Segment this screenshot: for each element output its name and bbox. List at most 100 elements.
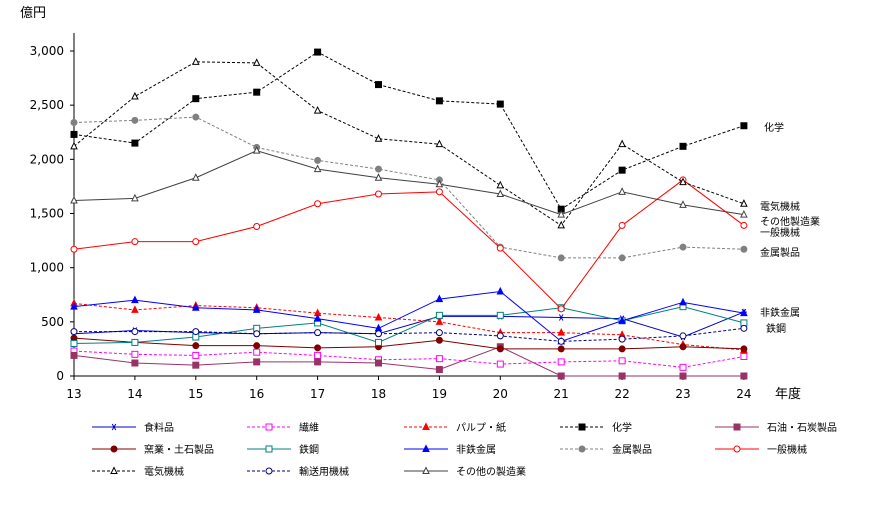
legend-label: 繊維: [299, 421, 319, 434]
data-point: [131, 328, 139, 336]
series-end-label: 一般機械: [760, 226, 800, 239]
x-tick-label: 17: [310, 387, 325, 401]
data-point: [496, 360, 504, 368]
data-point: [191, 303, 200, 311]
data-point: [131, 91, 139, 100]
x-tick-label: 24: [736, 387, 751, 401]
legend-item: 非鉄金属: [404, 443, 496, 456]
data-point: [191, 57, 200, 65]
data-point: [435, 329, 443, 337]
data-point: [375, 81, 382, 89]
series-line: [73, 350, 744, 368]
data-point: [314, 48, 322, 56]
series-9: [70, 113, 748, 262]
data-point: [618, 139, 626, 148]
x-tick-label: 18: [371, 387, 386, 401]
data-point: [557, 254, 565, 262]
data-point: [192, 361, 200, 369]
data-point: [618, 357, 626, 365]
y-tick-label: 3,000: [30, 44, 64, 58]
legend-label: 窯業・土石製品: [144, 443, 214, 456]
data-point: [435, 355, 443, 363]
data-point: [192, 113, 200, 121]
data-point: [314, 156, 322, 164]
data-point: [557, 328, 566, 336]
legend-label: 非鉄金属: [456, 443, 496, 456]
series-7: [70, 303, 748, 347]
series-line: [73, 290, 744, 342]
data-point: [313, 164, 322, 173]
legend-marker: [578, 423, 586, 431]
data-point: [618, 254, 626, 262]
legend-label: その他の製造業: [456, 465, 526, 478]
data-point: [253, 358, 261, 366]
series-line: [74, 327, 744, 342]
legend-item: その他の製造業: [404, 465, 526, 478]
data-point: [618, 345, 626, 353]
series-layer: [70, 48, 748, 380]
data-point: [618, 187, 626, 195]
data-point: [314, 351, 322, 359]
data-point: [252, 146, 261, 154]
y-tick-label: 1,000: [30, 261, 64, 275]
data-point: [70, 195, 78, 204]
series-5: [70, 343, 748, 380]
data-point: [496, 180, 505, 189]
legend-label: 食料品: [144, 421, 174, 434]
data-point: [618, 372, 626, 380]
data-point: [374, 173, 383, 181]
series-12: [70, 324, 748, 345]
data-point: [496, 286, 505, 295]
legend-marker: [265, 423, 273, 431]
series-13: [70, 146, 748, 218]
data-point: [740, 221, 748, 229]
data-point: [253, 348, 261, 356]
legend-marker: [422, 422, 430, 430]
data-point: [70, 130, 78, 138]
data-point: [253, 223, 261, 230]
y-tick-label: 0: [56, 369, 64, 383]
x-tick-label: 19: [432, 387, 447, 401]
data-point: [435, 179, 444, 188]
series-11: [70, 57, 748, 229]
series-line: [73, 51, 745, 210]
data-point: [679, 332, 687, 340]
x-tick-label: 16: [249, 387, 264, 401]
legend-label: 金属製品: [612, 443, 652, 456]
data-point: [253, 88, 261, 96]
data-point: [740, 199, 748, 207]
x-axis-label: 年度: [775, 386, 801, 402]
data-point: [557, 209, 566, 218]
data-point: [253, 330, 261, 338]
data-point: [314, 200, 322, 208]
series-end-label: 金属製品: [760, 246, 800, 259]
data-point: [252, 58, 261, 66]
legend-label: 輸送用機械: [299, 465, 349, 478]
legend-item: 窯業・土石製品: [92, 443, 214, 456]
legend-item: 電気機械: [92, 465, 184, 478]
data-point: [70, 328, 78, 336]
data-point: [131, 338, 139, 346]
legend-item: 金属製品: [560, 443, 652, 456]
data-point: [618, 221, 626, 229]
data-point: [131, 193, 139, 202]
data-point: [70, 245, 78, 253]
data-point: [557, 345, 565, 353]
x-tick-label: 23: [675, 387, 690, 401]
series-6: [70, 334, 748, 353]
series-line: [73, 311, 745, 338]
data-point: [192, 351, 200, 359]
x-tick-label: 13: [66, 387, 81, 401]
data-point: [70, 340, 78, 347]
series-end-label: 非鉄金属: [760, 306, 800, 319]
data-point: [435, 336, 443, 344]
y-tick-label: 2,500: [30, 98, 64, 112]
data-point: [435, 139, 444, 148]
data-point: [314, 329, 322, 337]
legend-marker: [422, 444, 430, 452]
series-end-label: 鉄鋼: [766, 322, 786, 335]
data-point: [253, 342, 261, 350]
